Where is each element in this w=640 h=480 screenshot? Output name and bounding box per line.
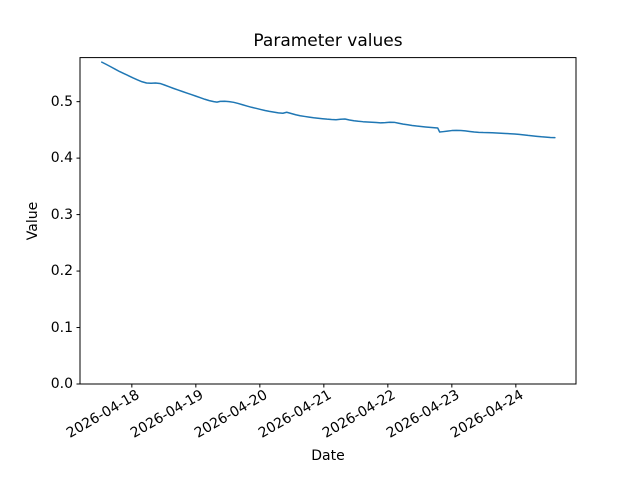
y-tick-label: 0.1 [50, 319, 73, 336]
series-line [101, 61, 556, 139]
y-tick-label: 0.0 [50, 376, 73, 392]
chart-title: Parameter values [253, 31, 403, 51]
y-axis-label: Value [25, 201, 41, 241]
axes-frame [79, 57, 577, 385]
y-tick-label: 0.3 [50, 206, 73, 223]
y-tick-label: 0.2 [50, 263, 73, 280]
y-tick-label: 0.4 [50, 150, 73, 167]
y-tick-label: 0.5 [50, 93, 73, 110]
x-axis-label: Date [311, 448, 345, 464]
